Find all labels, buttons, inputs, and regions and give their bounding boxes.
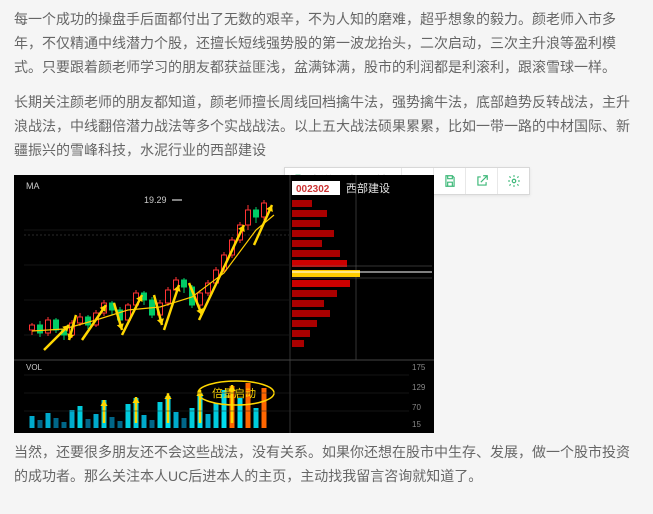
stock-chart: MA19.29002302西部建设VOL倍量启动1751297015: [14, 175, 434, 433]
paragraph-1: 每一个成功的操盘手后面都付出了无数的艰辛，不为人知的磨难，超乎想象的毅力。颜老师…: [14, 8, 639, 79]
chart-svg: MA19.29002302西部建设VOL倍量启动1751297015: [14, 175, 434, 433]
share-button[interactable]: [465, 168, 497, 194]
paragraph-2: 长期关注颜老师的朋友都知道，颜老师擅长周线回档擒牛法，强势擒牛法，底部趋势反转战…: [14, 91, 639, 162]
svg-text:129: 129: [412, 383, 426, 392]
svg-text:19.29: 19.29: [144, 195, 167, 205]
share-icon: [475, 174, 489, 188]
svg-text:VOL: VOL: [26, 363, 43, 372]
svg-text:西部建设: 西部建设: [346, 181, 390, 195]
svg-text:15: 15: [412, 420, 421, 429]
save-button[interactable]: [433, 168, 465, 194]
gear-icon: [507, 174, 521, 188]
settings-button[interactable]: [497, 168, 529, 194]
article-container: 每一个成功的操盘手后面都付出了无数的艰辛，不为人知的磨难，超乎想象的毅力。颜老师…: [0, 0, 653, 508]
save-icon: [443, 174, 457, 188]
svg-text:175: 175: [412, 363, 426, 372]
svg-text:002302: 002302: [296, 184, 330, 195]
paragraph-3: 当然，还要很多朋友还不会这些战法，没有关系。如果你还想在股市中生存、发展，做一个…: [14, 441, 639, 489]
svg-text:MA: MA: [26, 181, 40, 191]
svg-text:70: 70: [412, 403, 421, 412]
